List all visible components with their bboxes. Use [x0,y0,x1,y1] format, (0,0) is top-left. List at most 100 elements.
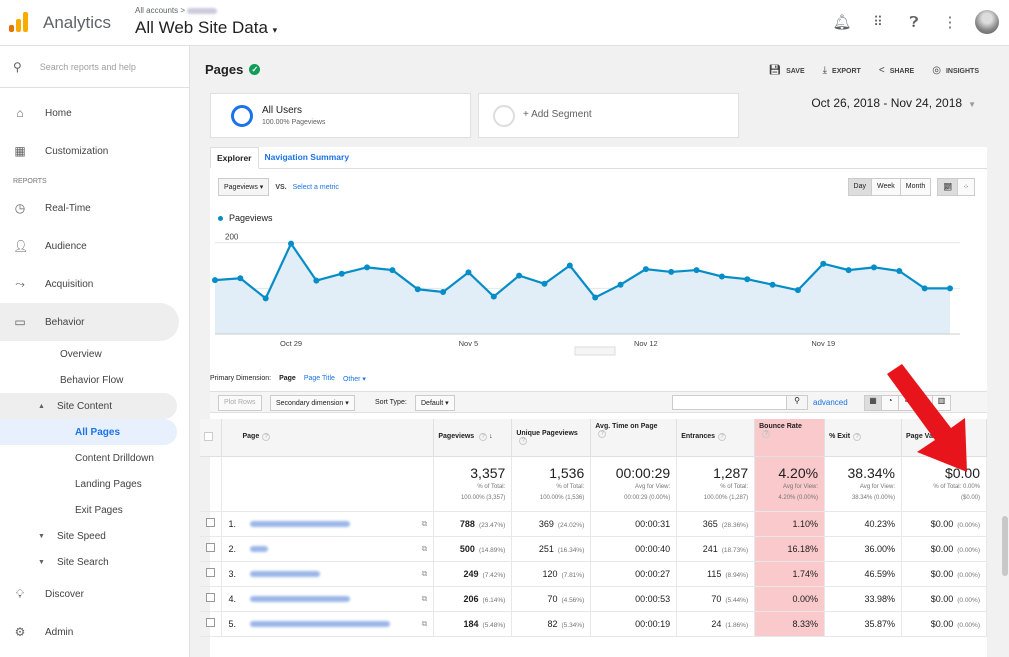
page-path-link-blurred[interactable] [250,520,351,527]
sidebar-item-home[interactable]: ⌂ Home [0,94,189,132]
data-point [389,267,396,274]
bell-icon[interactable]: 🔔︎ [832,14,852,31]
col-pageviews[interactable]: Pageviews ? ↓ [433,419,513,457]
sidebar-item-admin[interactable]: ⚙ Admin [14,625,74,639]
sidebar-item-site-speed[interactable]: ▼ Site Speed [38,530,106,542]
tab-navigation-summary[interactable]: Navigation Summary [264,152,350,162]
page-cell[interactable]: 1. ⧉ [221,511,435,537]
primary-dimension-row: Primary Dimension: Page Page Title Other… [210,375,366,383]
sidebar-item-site-search[interactable]: ▼ Site Search [38,556,109,568]
col-entrances[interactable]: Entrances? [676,419,756,457]
row-checkbox[interactable] [200,536,223,562]
table-row[interactable]: 2. ⧉ 500 (14.89%) 251 (16.34%) 00:00:40 241… [200,536,987,562]
select-metric-link[interactable]: Select a metric [292,183,339,191]
total-cell: 00:00:29 Avg for View: 00:00:29 (0.00%) [590,456,678,512]
row-checkbox[interactable] [200,561,223,587]
page-path-link-blurred[interactable] [250,570,321,577]
sidebar-item-exit-pages[interactable]: Exit Pages [75,504,123,516]
bounce-rate-cell: 8.33% [754,611,826,637]
avatar[interactable] [975,10,999,34]
sidebar-item-landing-pages[interactable]: Landing Pages [75,478,142,490]
tab-explorer[interactable]: Explorer [210,147,259,169]
sidebar-item-behavior[interactable]: ▭ Behavior [0,303,179,341]
table-row[interactable]: 3. ⧉ 249 (7.42%) 120 (7.81%) 00:00:27 115 (8… [200,561,987,587]
external-link-icon[interactable]: ⧉ [421,518,428,528]
search-bar[interactable]: ⚲ Search reports and help [0,46,189,88]
sidebar-item-site-content[interactable]: ▲ Site Content [0,393,177,419]
page-path-link-blurred[interactable] [250,620,391,627]
help-icon[interactable]: ❓︎ [909,13,919,31]
sidebar-item-overview[interactable]: Overview [60,348,102,360]
sidebar-item-content-drilldown[interactable]: Content Drilldown [75,452,154,464]
external-link-icon[interactable]: ⧉ [421,593,428,603]
sidebar-item-behavior-flow[interactable]: Behavior Flow [60,374,124,386]
apps-grid-icon[interactable]: ⠿ [873,14,883,29]
external-link-icon[interactable]: ⧉ [421,568,428,578]
pie-view-icon[interactable]: ◔ [882,396,899,410]
col-bounce-rate[interactable]: Bounce Rate? [754,419,826,457]
page-path-link-blurred[interactable] [250,595,351,602]
sidebar-item-customization[interactable]: ▦ Customization [14,144,109,158]
dimension-page-title[interactable]: Page Title [303,375,335,382]
select-all-checkbox[interactable] [200,419,223,457]
scrollbar[interactable] [1001,46,1009,657]
property-selector[interactable]: All Web Site Data ▾ [135,18,278,37]
week-button[interactable]: Week [871,179,901,195]
table-row[interactable]: 5. ⧉ 184 (5.48%) 82 (5.34%) 00:00:19 24 (1.8… [200,611,987,637]
table-row[interactable]: 4. ⧉ 206 (6.14%) 70 (4.56%) 00:00:53 70 (5.4… [200,586,987,612]
add-segment-button[interactable]: + Add Segment [478,93,739,138]
day-button[interactable]: Day [848,179,872,195]
motion-chart-icon[interactable]: ⁘ [958,179,974,195]
page-cell[interactable]: 3. ⧉ [221,561,435,587]
col-unique-pageviews[interactable]: Unique Pageviews? [511,419,592,457]
sidebar-item-acquisition[interactable]: ⤳ Acquisition [0,265,189,303]
row-checkbox[interactable] [200,511,223,537]
sidebar-item-all-pages[interactable]: All Pages [0,419,177,445]
plot-rows-button[interactable]: Plot Rows [218,395,262,411]
page-cell[interactable]: 5. ⧉ [221,611,435,637]
data-point [947,285,953,292]
pivot-view-icon[interactable]: ▥ [933,396,950,410]
data-point [465,269,472,276]
export-button[interactable]: ⤓ EXPORT [822,65,861,76]
pageviews-cell: 788 (23.47%) [433,511,513,537]
metric-dropdown[interactable]: Pageviews ▾ [218,178,270,196]
row-checkbox[interactable] [200,586,223,612]
main-content: Pages ✓ 💾︎ SAVE ⤓ EXPORT < SHARE ◎ INSIGHTS A… [190,46,1009,657]
scrollbar-thumb[interactable] [1002,516,1008,576]
page-path-link-blurred[interactable] [250,545,269,552]
table-row[interactable]: 1. ⧉ 788 (23.47%) 369 (24.02%) 00:00:31 365… [200,511,987,537]
dimension-other[interactable]: Other ▾ [342,376,366,383]
sort-type-dropdown[interactable]: Default ▾ [415,395,455,411]
line-chart-icon[interactable]: 📈︎ [938,179,959,195]
search-input[interactable]: Search reports and help [39,61,136,72]
insights-button[interactable]: ◎ INSIGHTS [932,65,979,76]
sidebar-item-discover[interactable]: 💡︎ Discover [0,575,189,613]
col-exit[interactable]: % Exit? [824,419,902,457]
advanced-filter-link[interactable]: advanced [813,398,848,407]
search-icon[interactable]: ⚲ [786,395,808,410]
share-button[interactable]: < SHARE [878,65,915,76]
external-link-icon[interactable]: ⧉ [421,618,428,628]
secondary-dimension-dropdown[interactable]: Secondary dimension ▾ [270,395,355,411]
data-point [794,287,801,294]
data-point [440,289,447,295]
date-range-picker[interactable]: Oct 26, 2018 - Nov 24, 2018 ▼ [811,96,976,110]
sidebar-item-realtime[interactable]: ◷ Real-Time [14,201,91,215]
table-view-icon[interactable]: ▦ [865,396,882,410]
sidebar-item-audience[interactable]: 👤︎ Audience [13,239,87,253]
page-cell[interactable]: 4. ⧉ [221,586,435,612]
save-button[interactable]: 💾︎ SAVE [768,65,805,76]
analytics-logo-icon[interactable] [9,12,31,32]
account-breadcrumb[interactable]: All accounts > [135,6,218,15]
total-cell: 1,287% of Total: 100.00% (1,287) [676,456,756,512]
more-vert-icon[interactable]: ⋮ [942,14,958,31]
page-cell[interactable]: 2. ⧉ [221,536,435,562]
external-link-icon[interactable]: ⧉ [421,543,428,553]
month-button[interactable]: Month [900,179,931,195]
dimension-page[interactable]: Page [279,375,296,382]
segment-all-users[interactable]: All Users 100.00% Pageviews [210,93,471,138]
col-avg-time[interactable]: Avg. Time on Page? [590,419,678,457]
col-page[interactable]: Page? [221,419,435,457]
row-checkbox[interactable] [200,611,223,637]
